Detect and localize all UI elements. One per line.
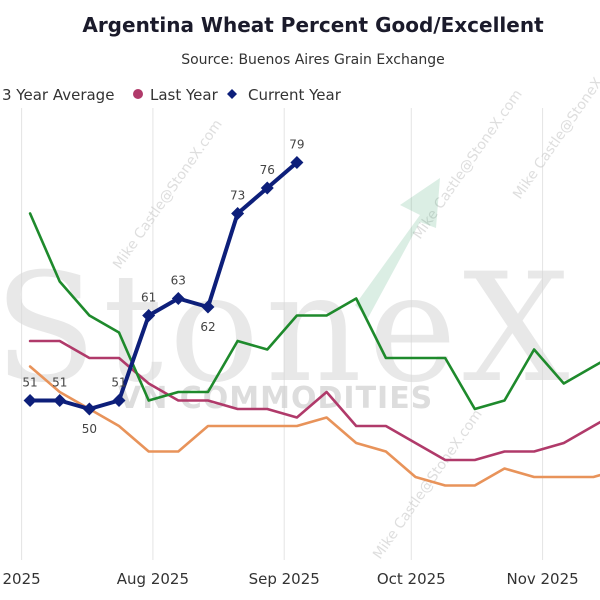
- data-point-marker: [290, 156, 304, 169]
- series-line-3: [28, 212, 600, 411]
- data-label: 63: [171, 274, 186, 288]
- legend-marker: [133, 89, 143, 99]
- data-label: 76: [260, 163, 275, 177]
- x-tick-label: 2025: [2, 570, 40, 588]
- data-point-marker: [201, 300, 215, 314]
- background-gridlines: [21, 108, 544, 560]
- data-label: 79: [289, 138, 304, 152]
- data-point-marker: [171, 292, 185, 305]
- data-label: 51: [111, 376, 126, 390]
- data-point-marker: [260, 181, 274, 195]
- data-label: 51: [22, 376, 37, 390]
- legend-entry: Last Year: [150, 86, 219, 104]
- x-tick-label: Oct 2025: [377, 570, 446, 588]
- data-point-marker: [82, 402, 96, 416]
- series-lines: 51 51 50 51 61 63 62 73 76 79: [22, 138, 600, 487]
- series-line-1: [28, 365, 600, 487]
- data-label: 50: [82, 422, 97, 436]
- watermark-diagonal-text-2: Mike Castle@StoneX.com: [510, 47, 600, 203]
- legend-entry: Current Year: [248, 86, 342, 104]
- data-label: 51: [52, 376, 67, 390]
- x-axis: 2025 Aug 2025 Sep 2025 Oct 2025 Nov 2025: [2, 570, 578, 588]
- data-label: 73: [230, 189, 245, 203]
- watermark: StoneX VN COMMODITIES Mike Castle@StoneX…: [0, 47, 600, 563]
- chart-subtitle: Source: Buenos Aires Grain Exchange: [181, 52, 445, 68]
- data-point-marker: [112, 394, 126, 407]
- x-tick-label: Nov 2025: [506, 570, 578, 588]
- x-tick-label: Sep 2025: [249, 570, 320, 588]
- legend: 3 Year Average Last Year Current Year: [2, 86, 342, 104]
- data-point-marker: [231, 207, 245, 220]
- series-line-4: [28, 160, 299, 411]
- legend-entry: 3 Year Average: [2, 86, 114, 104]
- watermark-arrow-icon: [355, 178, 440, 318]
- data-point-marker: [142, 309, 156, 322]
- data-label: 62: [200, 320, 215, 334]
- x-tick-label: Aug 2025: [117, 570, 189, 588]
- chart-title: Argentina Wheat Percent Good/Excellent: [82, 13, 544, 37]
- data-label: 61: [141, 291, 156, 305]
- legend-marker: [227, 89, 237, 99]
- data-point-marker: [23, 394, 37, 407]
- data-point-marker: [53, 394, 67, 407]
